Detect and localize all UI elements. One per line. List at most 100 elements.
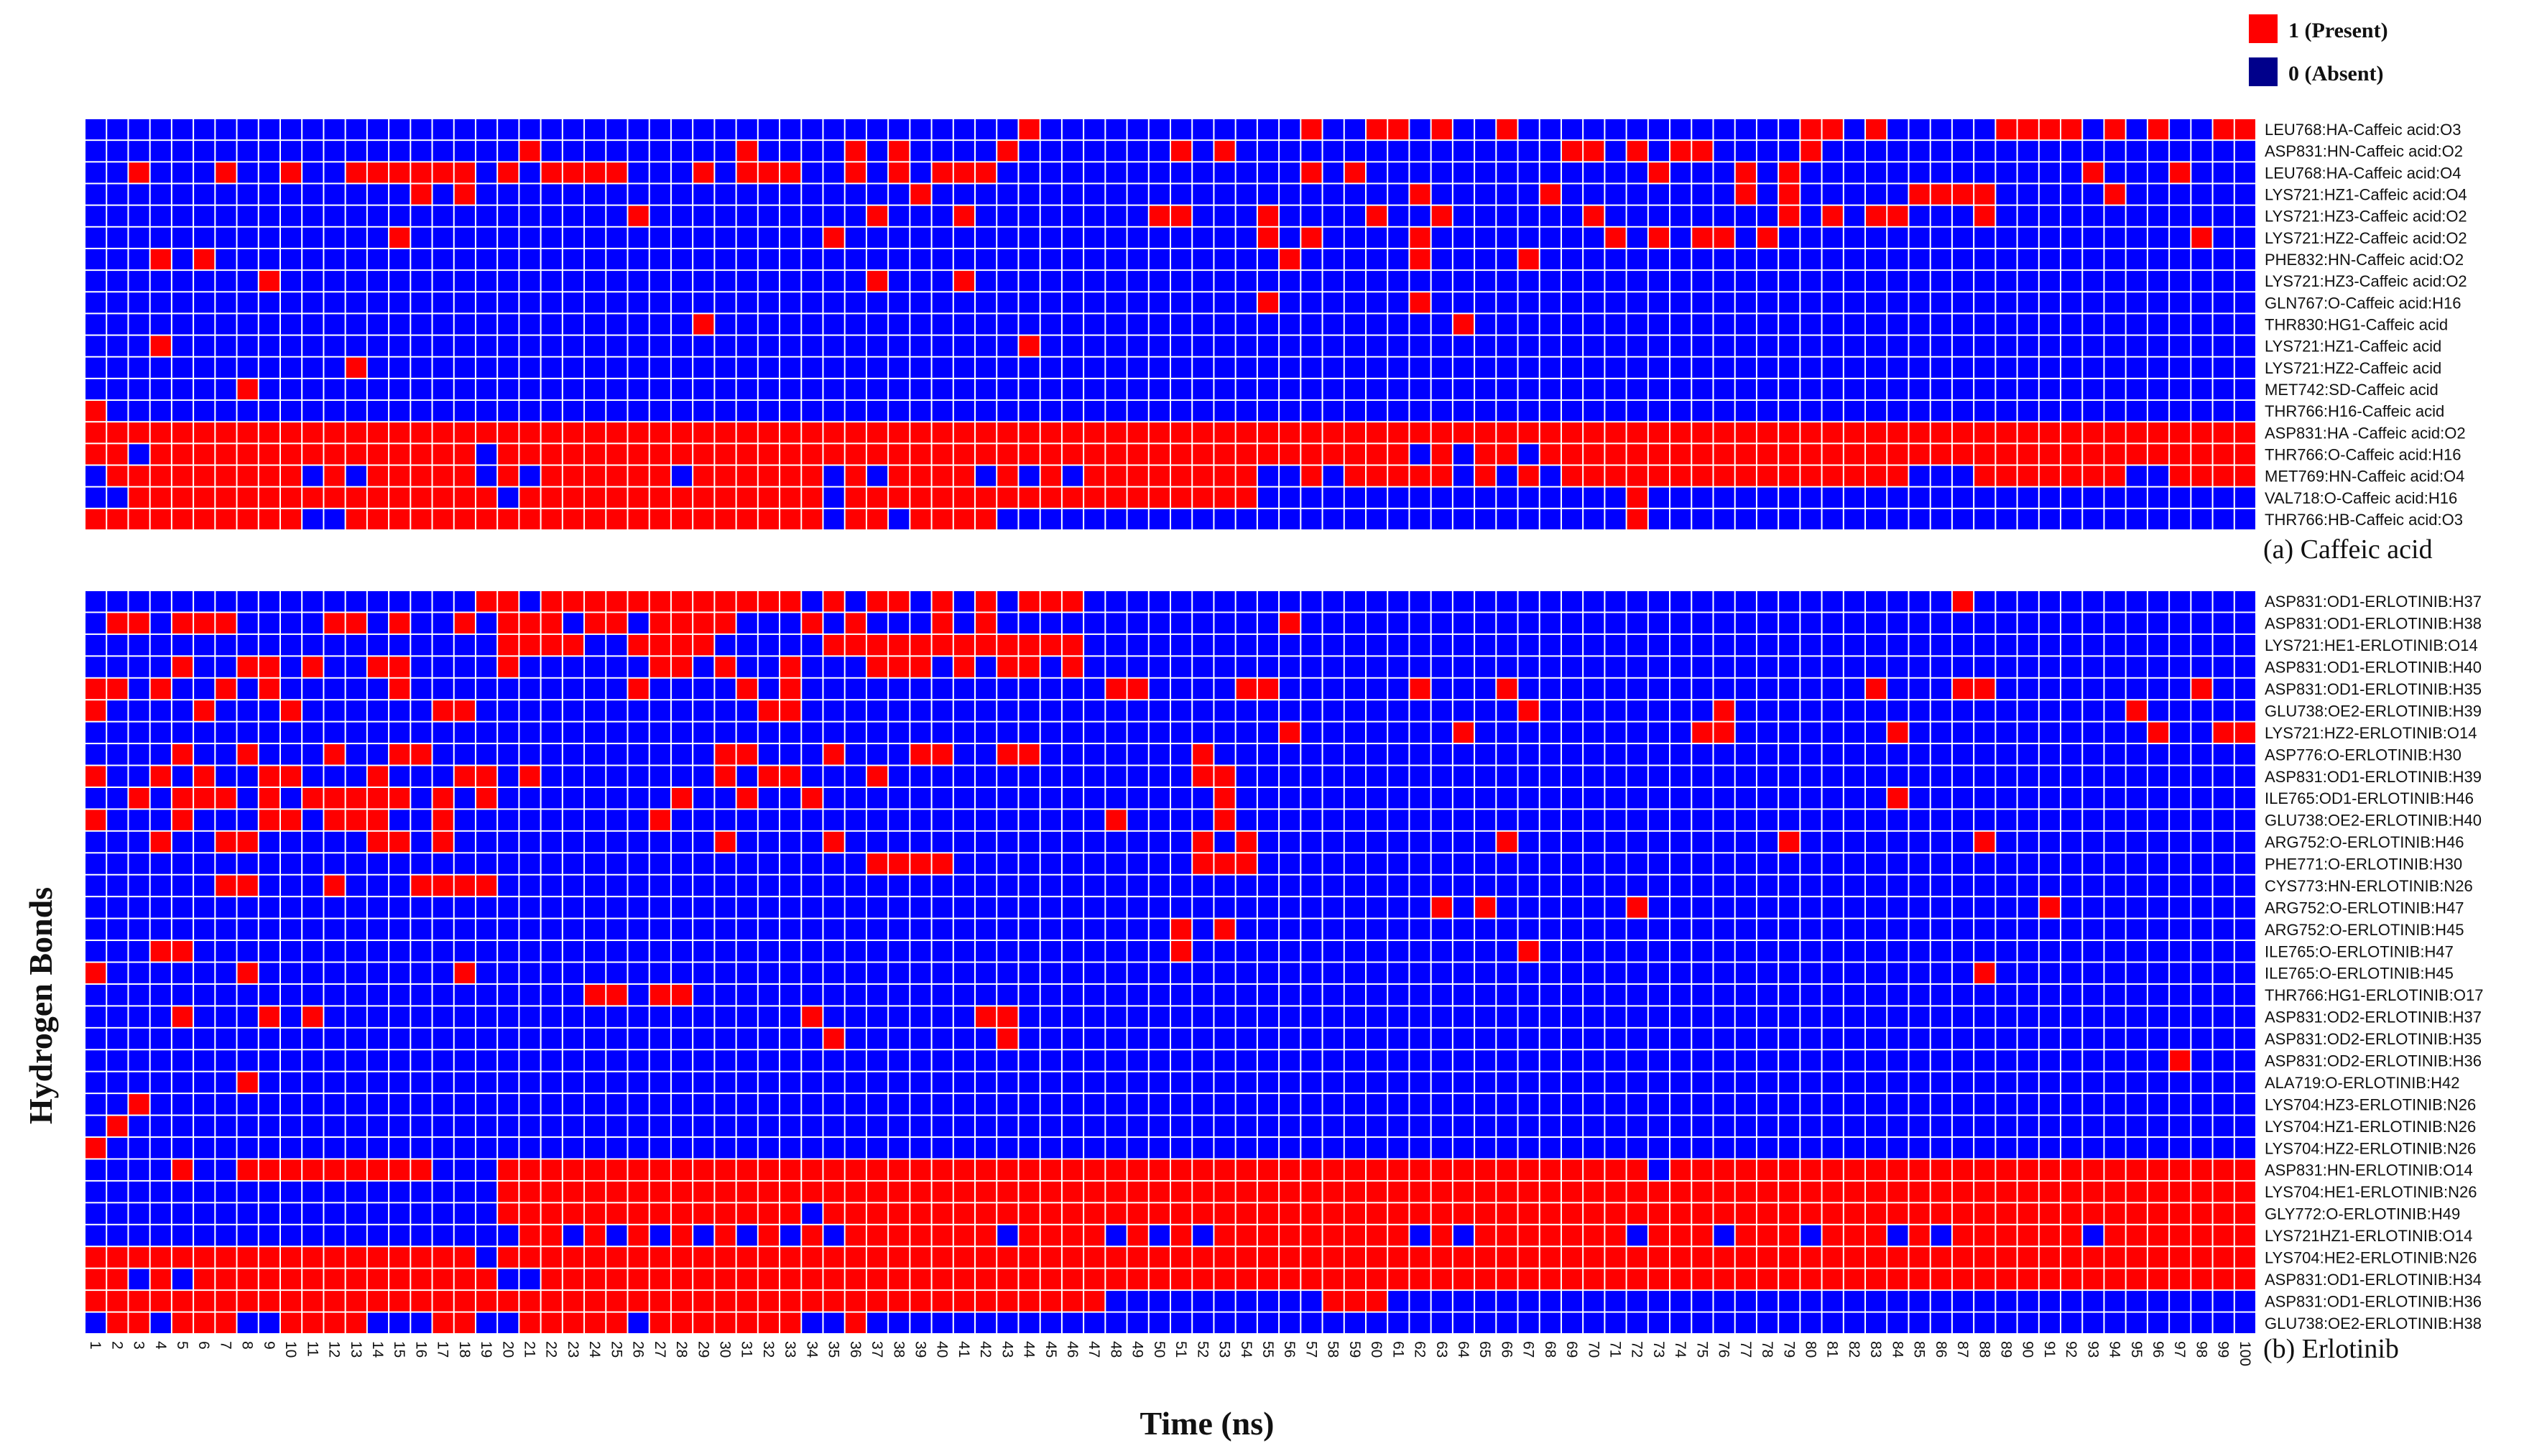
heatmap-cell xyxy=(411,227,432,248)
heatmap-cell xyxy=(194,591,215,612)
heatmap-cell xyxy=(85,357,106,378)
heatmap-cell xyxy=(107,465,128,486)
heatmap-cell xyxy=(346,875,366,896)
heatmap-cell xyxy=(1584,1072,1604,1093)
heatmap-cell xyxy=(2104,722,2125,743)
heatmap-cell xyxy=(563,897,584,918)
heatmap-cell xyxy=(150,227,171,248)
heatmap-cell xyxy=(2104,1028,2125,1049)
heatmap-cell xyxy=(585,227,606,248)
heatmap-cell xyxy=(259,1203,279,1224)
heatmap-cell xyxy=(823,1181,844,1202)
heatmap-cell xyxy=(1497,379,1517,400)
heatmap-cell xyxy=(1019,941,1040,962)
heatmap-cell xyxy=(780,379,801,400)
heatmap-cell xyxy=(1214,831,1235,853)
heatmap-cell xyxy=(433,766,453,787)
row-label: LYS721:HZ3-Caffeic acid:O2 xyxy=(2265,272,2467,290)
heatmap-cell xyxy=(1670,1006,1691,1027)
heatmap-cell xyxy=(302,1181,323,1202)
heatmap-cell xyxy=(1106,919,1127,940)
heatmap-cell xyxy=(758,941,780,962)
heatmap-cell xyxy=(1323,897,1344,918)
heatmap-cell xyxy=(606,1225,627,1246)
heatmap-cell xyxy=(1822,963,1843,983)
heatmap-cell xyxy=(1952,1138,1974,1159)
heatmap-cell xyxy=(1280,1094,1300,1115)
heatmap-cell xyxy=(172,465,193,486)
heatmap-cell xyxy=(259,897,279,918)
heatmap-cell xyxy=(1280,984,1300,1006)
heatmap-cell xyxy=(2039,357,2061,378)
heatmap-cell xyxy=(1149,401,1170,422)
heatmap-cell xyxy=(1084,401,1105,422)
heatmap-cell xyxy=(1670,509,1691,529)
heatmap-cell xyxy=(932,1050,953,1071)
heatmap-cell xyxy=(693,1138,714,1159)
heatmap-cell xyxy=(2061,787,2082,809)
heatmap-cell xyxy=(932,422,953,443)
heatmap-cell xyxy=(1692,1050,1713,1071)
heatmap-cell xyxy=(2148,335,2169,356)
heatmap-cell xyxy=(2083,205,2104,226)
heatmap-cell xyxy=(129,1138,149,1159)
heatmap-cell xyxy=(1410,1006,1430,1027)
heatmap-cell xyxy=(129,591,149,612)
heatmap-cell xyxy=(411,1050,432,1071)
heatmap-cell xyxy=(85,444,106,465)
heatmap-cell xyxy=(953,787,975,809)
heatmap-cell xyxy=(866,357,888,378)
heatmap-cell xyxy=(976,722,997,743)
heatmap-cell xyxy=(280,963,302,983)
heatmap-cell xyxy=(1323,1028,1344,1049)
heatmap-cell xyxy=(2017,119,2038,140)
heatmap-cell xyxy=(1193,357,1214,378)
heatmap-cell xyxy=(563,509,584,529)
heatmap-cell xyxy=(2017,444,2038,465)
heatmap-cell xyxy=(1714,831,1734,853)
heatmap-cell xyxy=(1844,919,1865,940)
heatmap-cell xyxy=(1822,401,1843,422)
heatmap-cell xyxy=(129,444,149,465)
heatmap-cell xyxy=(150,162,171,183)
heatmap-cell xyxy=(1974,744,1995,765)
heatmap-cell xyxy=(519,1203,540,1224)
heatmap-cell xyxy=(2213,766,2234,787)
heatmap-cell xyxy=(758,509,780,529)
heatmap-cell xyxy=(628,984,649,1006)
heatmap-cell xyxy=(389,1006,410,1027)
heatmap-cell xyxy=(563,1028,584,1049)
heatmap-cell xyxy=(454,722,475,743)
heatmap-cell xyxy=(1257,744,1279,765)
heatmap-cell xyxy=(2213,422,2234,443)
heatmap-cell xyxy=(606,963,627,983)
heatmap-cell xyxy=(107,487,128,508)
heatmap-cell xyxy=(2039,897,2061,918)
heatmap-cell xyxy=(976,249,997,270)
heatmap-cell xyxy=(2191,657,2212,677)
heatmap-cell xyxy=(1648,1094,1670,1115)
heatmap-cell xyxy=(997,119,1018,140)
heatmap-cell xyxy=(1301,766,1322,787)
heatmap-cell xyxy=(1801,1094,1821,1115)
heatmap-cell xyxy=(845,1072,866,1093)
heatmap-cell xyxy=(1366,678,1387,700)
heatmap-cell xyxy=(346,591,366,612)
heatmap-cell xyxy=(1584,744,1604,765)
heatmap-cell xyxy=(129,401,149,422)
heatmap-cell xyxy=(2213,249,2234,270)
heatmap-cell xyxy=(1084,657,1105,677)
heatmap-cell xyxy=(1019,465,1040,486)
heatmap-cell xyxy=(1735,184,1756,205)
heatmap-cell xyxy=(476,613,497,634)
heatmap-cell xyxy=(1062,335,1083,356)
heatmap-cell xyxy=(194,1116,215,1137)
heatmap-cell xyxy=(367,1028,389,1049)
heatmap-cell xyxy=(1779,919,1800,940)
heatmap-cell xyxy=(693,634,714,656)
heatmap-cell xyxy=(1952,810,1974,830)
heatmap-cell xyxy=(1344,509,1365,529)
heatmap-cell xyxy=(1931,205,1951,226)
heatmap-cell xyxy=(606,810,627,830)
heatmap-cell xyxy=(976,1028,997,1049)
